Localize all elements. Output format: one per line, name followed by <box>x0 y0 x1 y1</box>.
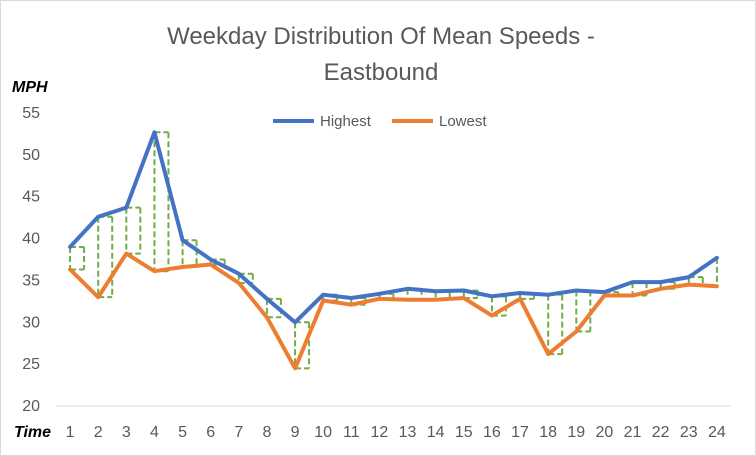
x-tick-label: 22 <box>652 424 670 441</box>
x-tick-label: 24 <box>708 424 726 441</box>
x-tick-label: 6 <box>206 424 215 441</box>
x-tick-label: 9 <box>291 424 300 441</box>
y-axis-label: MPH <box>12 79 48 96</box>
y-tick-label: 25 <box>22 356 40 373</box>
x-tick-label: 15 <box>455 424 473 441</box>
legend: Highest Lowest <box>273 113 487 130</box>
x-tick-label: 19 <box>567 424 585 441</box>
series-line-highest <box>68 130 719 325</box>
x-tick-label: 21 <box>624 424 642 441</box>
chart-title-line-2: Eastbound <box>324 59 439 86</box>
x-tick-label: 18 <box>539 424 557 441</box>
y-tick-label: 30 <box>22 314 40 331</box>
x-tick-label: 8 <box>262 424 271 441</box>
x-tick-label: 1 <box>66 424 75 441</box>
x-axis-ticks: 1 2 3 4 5 6 7 8 9 10 11 12 13 14 15 16 17 18 19 20 21 22 23 24 <box>66 424 726 441</box>
x-axis-label: Time <box>14 424 51 441</box>
y-axis-ticks: 20 25 30 35 40 45 50 55 <box>22 105 40 415</box>
x-tick-label: 2 <box>94 424 103 441</box>
y-tick-label: 20 <box>22 398 40 415</box>
series-lines <box>68 130 719 371</box>
x-tick-label: 4 <box>150 424 159 441</box>
x-tick-label: 5 <box>178 424 187 441</box>
chart-title-line-1: Weekday Distribution Of Mean Speeds - <box>167 23 595 50</box>
x-tick-label: 11 <box>343 424 360 441</box>
x-tick-label: 10 <box>314 424 332 441</box>
x-tick-label: 14 <box>427 424 445 441</box>
y-tick-label: 35 <box>22 272 40 289</box>
x-tick-label: 20 <box>596 424 614 441</box>
series-line-lowest <box>68 251 719 371</box>
x-tick-label: 7 <box>234 424 243 441</box>
x-tick-label: 17 <box>511 424 529 441</box>
x-tick-label: 23 <box>680 424 698 441</box>
legend-label-lowest: Lowest <box>439 113 487 130</box>
legend-label-highest: Highest <box>320 113 372 130</box>
x-tick-label: 3 <box>122 424 131 441</box>
y-tick-label: 50 <box>22 147 40 164</box>
x-tick-label: 12 <box>371 424 389 441</box>
y-tick-label: 55 <box>22 105 40 122</box>
y-tick-label: 45 <box>22 189 40 206</box>
x-tick-label: 13 <box>399 424 417 441</box>
x-tick-label: 16 <box>483 424 501 441</box>
y-tick-label: 40 <box>22 231 40 248</box>
